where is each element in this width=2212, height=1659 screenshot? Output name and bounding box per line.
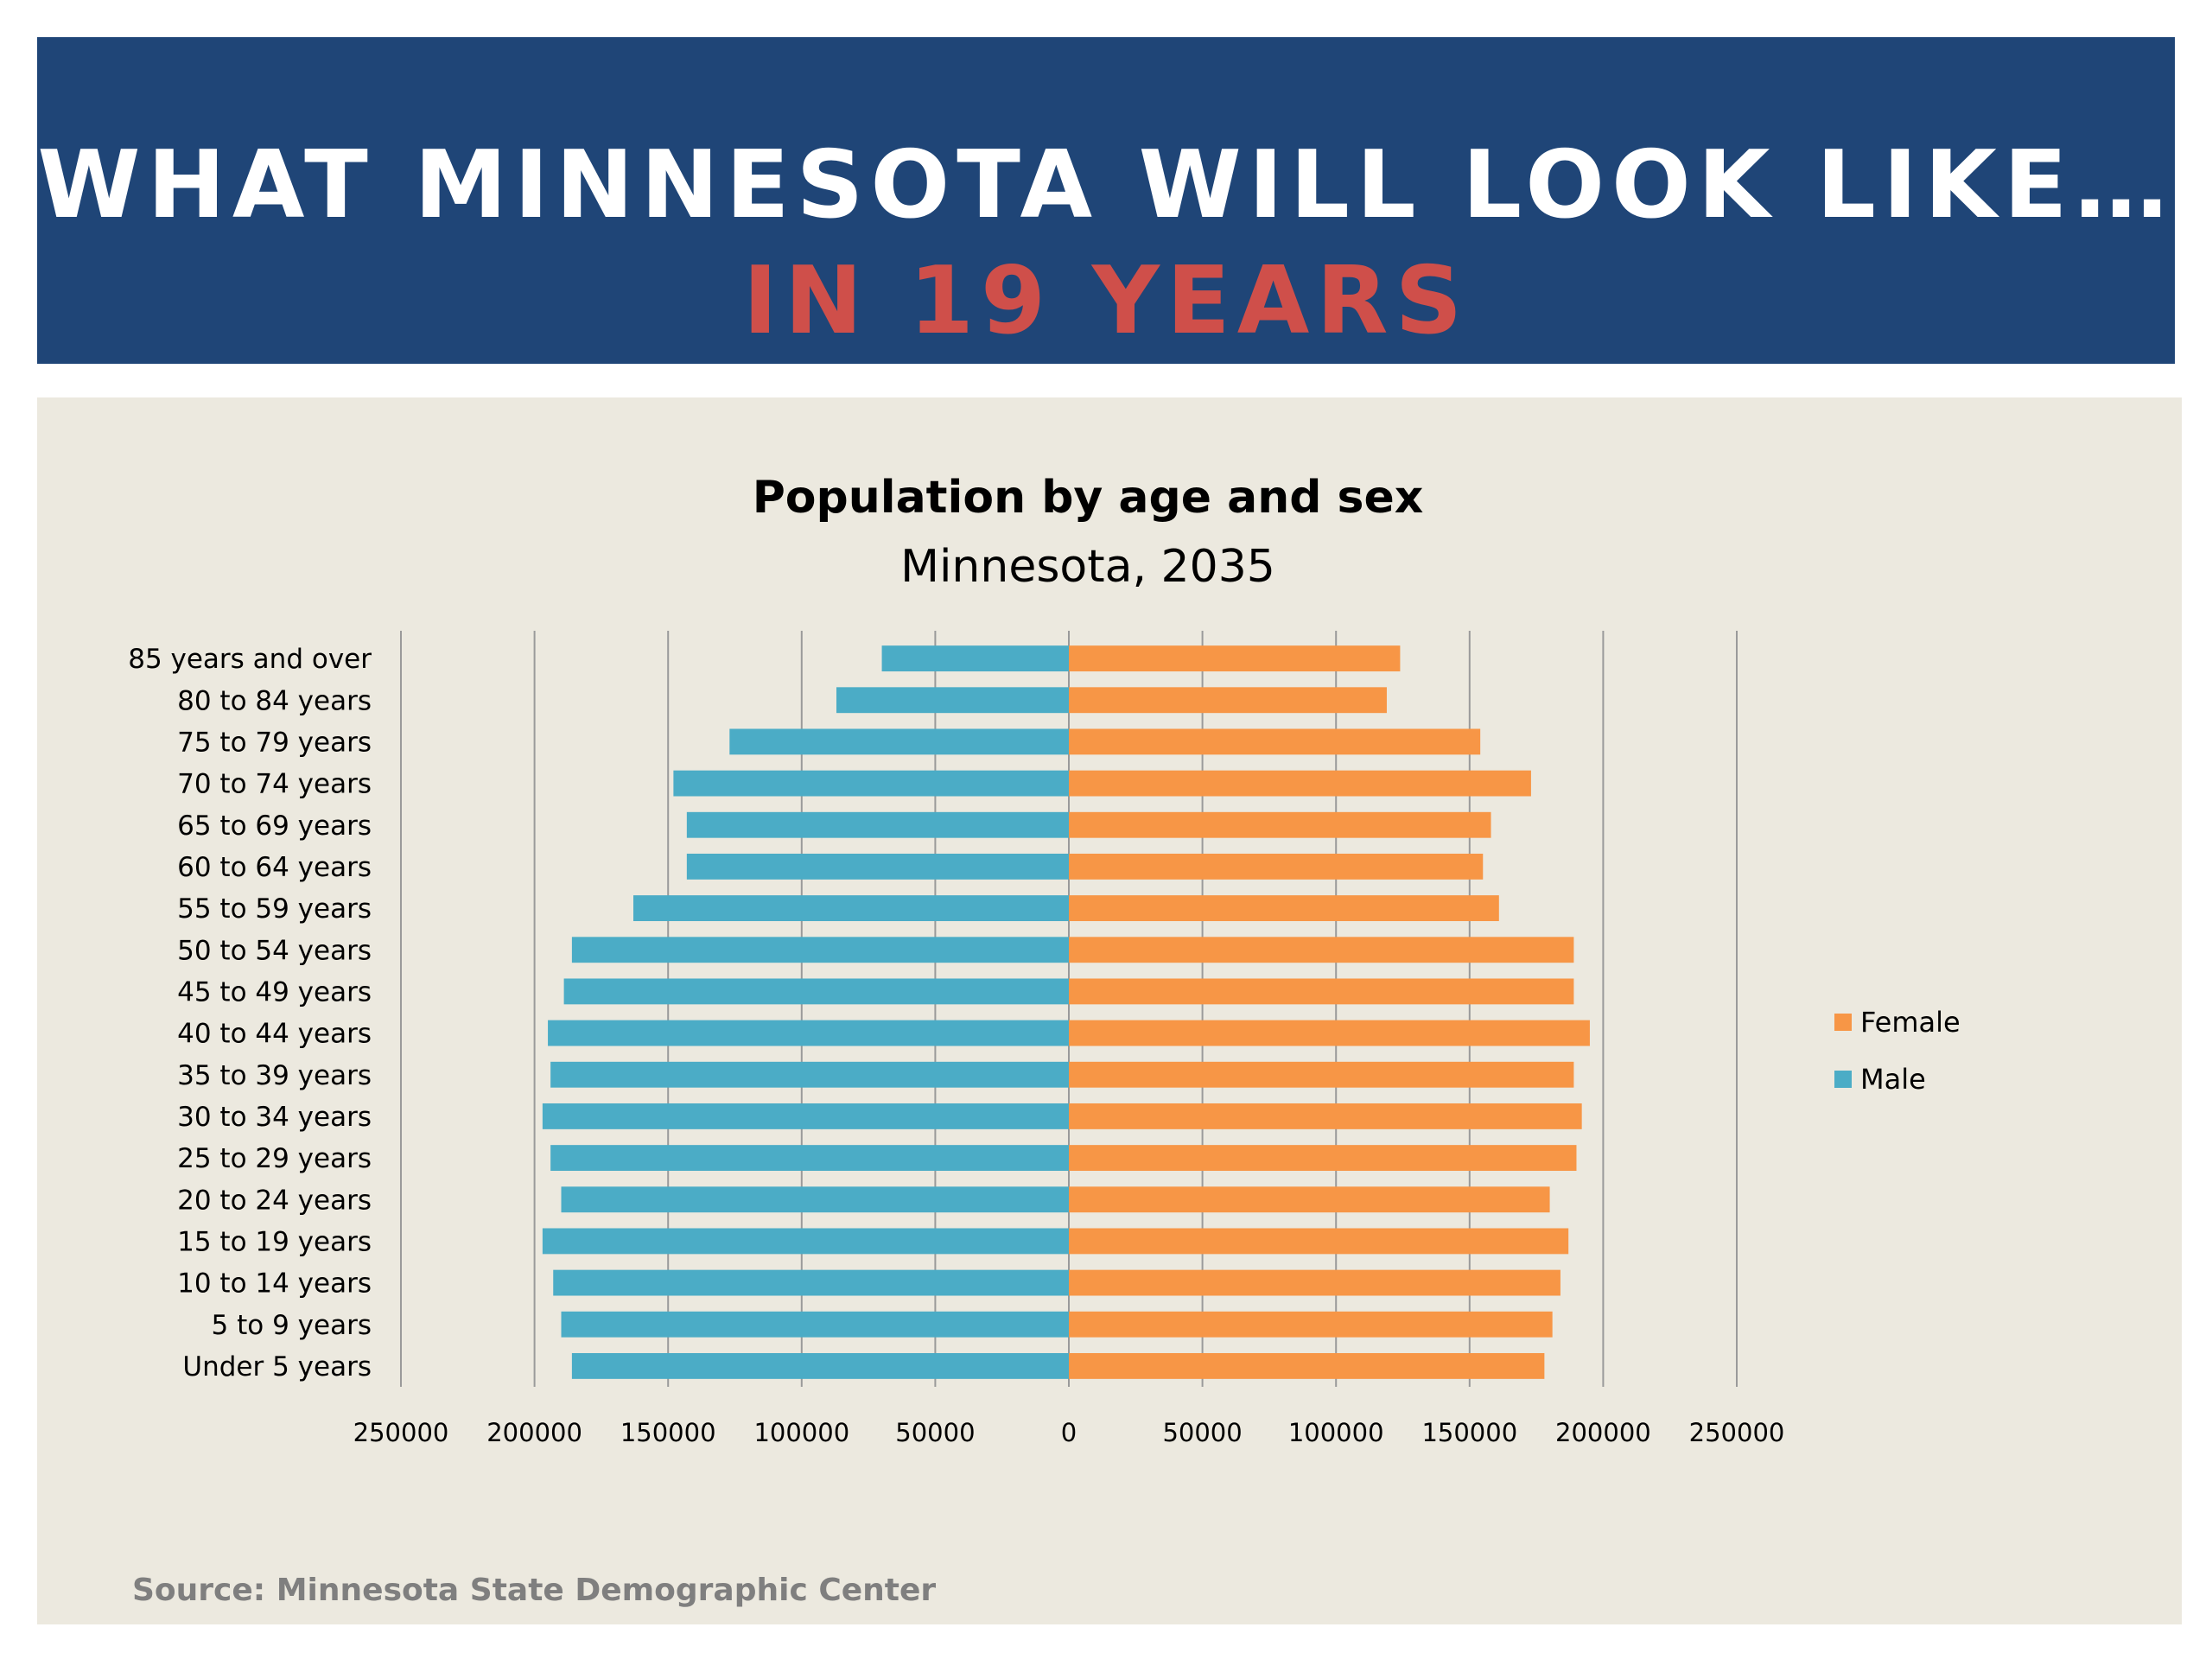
bar-female-5 [1069,853,1484,880]
category-label-7: 50 to 54 years [177,935,372,966]
bar-female-0 [1069,645,1401,672]
chart-title: Population by age and sex [752,472,1424,524]
bar-male-13 [561,1186,1069,1213]
category-label-16: 5 to 9 years [212,1310,372,1341]
x-tick-label-10: 250000 [1689,1418,1785,1447]
category-label-9: 40 to 44 years [177,1019,372,1050]
category-label-6: 55 to 59 years [177,893,372,925]
x-tick-label-3: 100000 [753,1418,849,1447]
banner-headline: WHAT MINNESOTA WILL LOOK LIKE… [37,131,2175,239]
category-label-4: 65 to 69 years [177,810,372,842]
bar-male-8 [563,978,1069,1005]
bar-male-0 [881,645,1069,672]
category-label-11: 30 to 34 years [177,1102,372,1133]
category-label-14: 15 to 19 years [177,1226,372,1257]
bar-female-11 [1069,1103,1582,1129]
bar-female-10 [1069,1061,1574,1088]
x-tick-label-9: 200000 [1555,1418,1651,1447]
banner-subheadline: IN 19 YEARS [742,247,1470,355]
x-tick-label-8: 150000 [1421,1418,1517,1447]
bar-female-3 [1069,770,1531,797]
population-pyramid-chart: 85 years and over 80 to 84 years 75 to 79 … [128,631,1785,1447]
bar-male-10 [550,1061,1069,1088]
category-label-2: 75 to 79 years [177,727,372,758]
x-tick-label-0: 250000 [353,1418,449,1447]
legend-label-female: Female [1860,1006,1961,1039]
title-banner: WHAT MINNESOTA WILL LOOK LIKE… IN 19 YEA… [37,37,2175,364]
x-tick-label-6: 50000 [1162,1418,1242,1447]
bar-female-14 [1069,1228,1569,1255]
legend-swatch-male [1834,1071,1852,1088]
bar-female-8 [1069,978,1574,1005]
category-label-0: 85 years and over [128,644,372,675]
bar-female-15 [1069,1269,1560,1296]
chart-subtitle: Minnesota, 2035 [900,541,1275,593]
source-note: Source: Minnesota State Demographic Cent… [132,1573,937,1608]
bar-male-14 [542,1228,1069,1255]
category-label-12: 25 to 29 years [177,1143,372,1174]
category-label-10: 35 to 39 years [177,1060,372,1091]
bar-male-16 [561,1311,1069,1338]
category-label-13: 20 to 24 years [177,1185,372,1216]
x-tick-label-2: 150000 [620,1418,716,1447]
bar-female-6 [1069,895,1499,922]
x-tick-label-5: 0 [1061,1418,1077,1447]
bar-male-17 [571,1352,1069,1379]
legend-item-male: Male [1834,1051,1961,1108]
legend-item-female: Female [1834,994,1961,1051]
x-tick-label-4: 50000 [895,1418,975,1447]
bar-male-7 [571,937,1069,963]
bar-male-5 [686,853,1069,880]
chart-legend: Female Male [1834,994,1961,1108]
x-tick-label-1: 200000 [486,1418,582,1447]
bar-female-17 [1069,1352,1545,1379]
bar-female-9 [1069,1020,1590,1046]
category-label-3: 70 to 74 years [177,769,372,800]
bar-male-12 [550,1145,1069,1172]
bar-male-9 [548,1020,1069,1046]
bar-female-16 [1069,1311,1553,1338]
bar-female-4 [1069,811,1491,838]
bar-male-2 [729,728,1069,755]
bar-female-7 [1069,937,1574,963]
category-label-15: 10 to 14 years [177,1268,372,1300]
x-tick-label-7: 100000 [1288,1418,1384,1447]
bar-male-11 [542,1103,1069,1129]
bar-female-12 [1069,1145,1577,1172]
bar-male-3 [673,770,1069,797]
category-label-8: 45 to 49 years [177,976,372,1007]
bar-female-2 [1069,728,1481,755]
chart-panel: Population by age and sex Minnesota, 203… [37,397,2182,1624]
bar-male-15 [553,1269,1069,1296]
legend-swatch-female [1834,1014,1852,1031]
category-label-5: 60 to 64 years [177,852,372,883]
bar-male-6 [633,895,1069,922]
bar-male-1 [836,687,1069,714]
bar-female-1 [1069,687,1387,714]
category-label-17: Under 5 years [182,1351,372,1382]
bar-male-4 [686,811,1069,838]
bar-female-13 [1069,1186,1550,1213]
category-label-1: 80 to 84 years [177,685,372,716]
legend-label-male: Male [1860,1063,1926,1096]
